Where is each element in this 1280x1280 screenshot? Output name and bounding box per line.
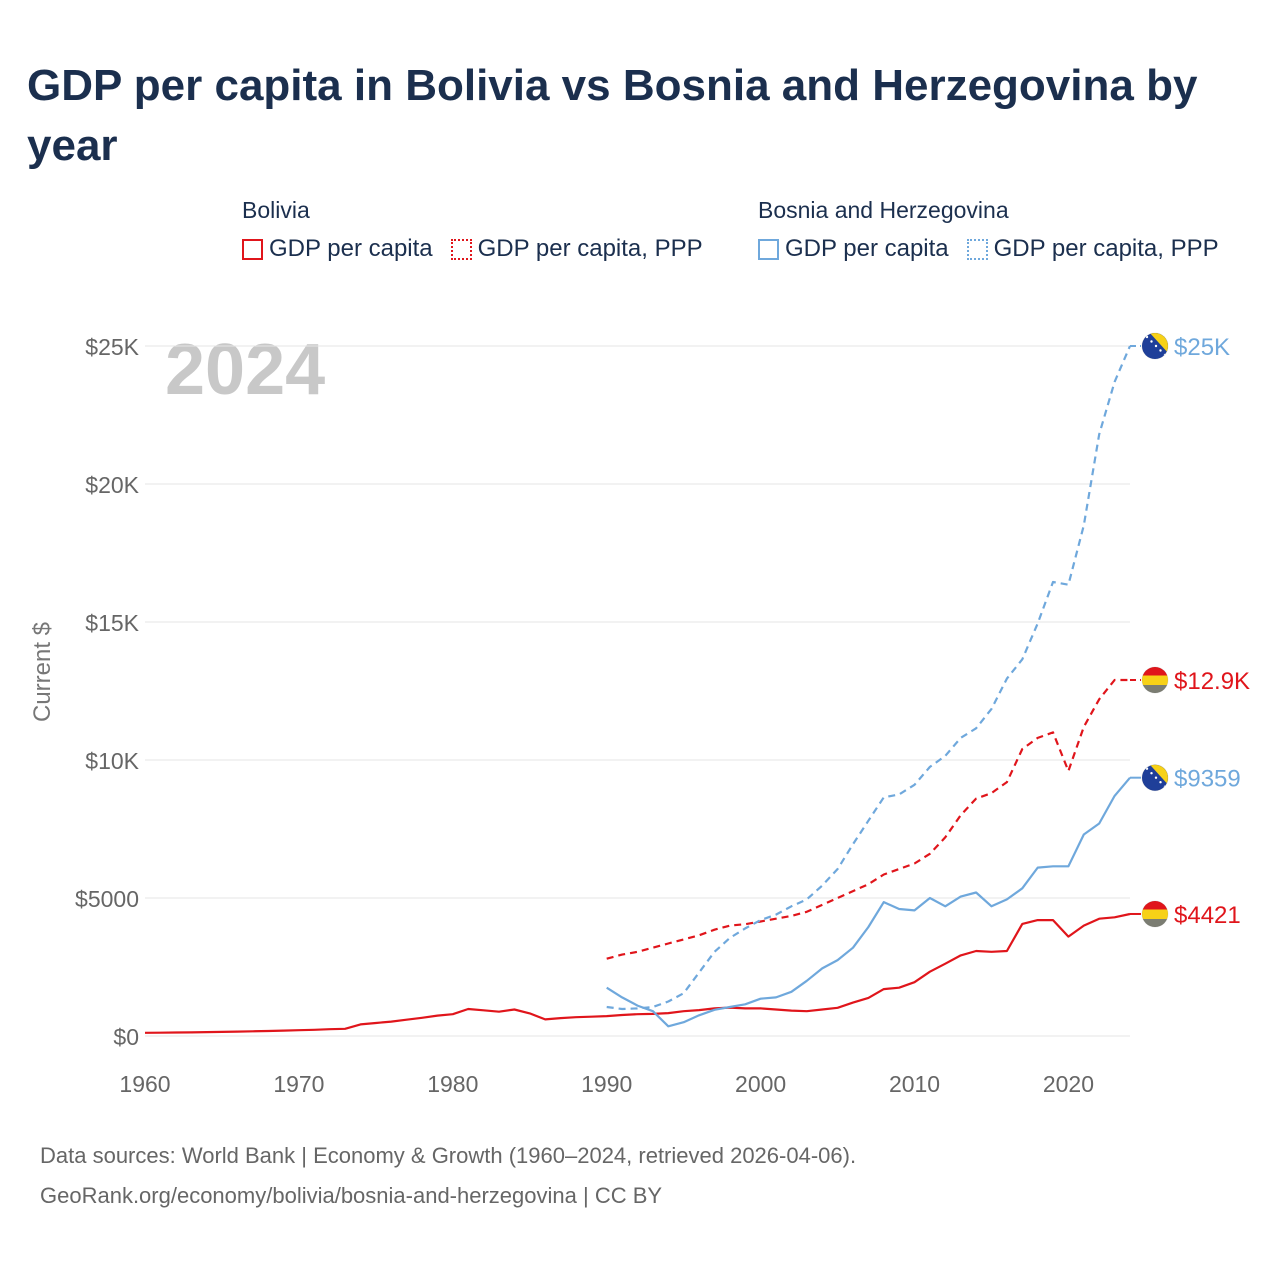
flag-outline [1141,332,1169,360]
legend-group-bolivia: Bolivia GDP per capita GDP per capita, P… [242,195,703,263]
y-axis-label: Current $ [29,622,56,722]
legend-swatch-solid [758,238,779,260]
series-end-label: $12.9K [1174,668,1250,695]
flag-stripe [1142,901,1168,910]
flag-icon [1142,667,1168,693]
flag-stripe [1142,667,1168,676]
legend-swatch-solid [242,238,263,260]
y-tick-label: $5000 [75,886,139,912]
x-tick-label: 1970 [273,1071,324,1097]
x-tick-label: 1980 [427,1071,478,1097]
series-end-label: $4421 [1174,902,1241,929]
sources-footer: Data sources: World Bank | Economy & Gro… [40,1136,856,1216]
flag-triangle [1149,333,1168,354]
legend-label: GDP per capita [269,235,433,262]
legend-group-title: Bosnia and Herzegovina [758,197,1009,223]
flag-stripe [1142,685,1168,693]
flag-star [1159,781,1162,784]
series-end-label: $9359 [1174,766,1241,793]
flag-star [1145,335,1149,339]
legend-group-title: Bolivia [242,197,310,223]
flag-star [1154,344,1158,348]
legend-item-bolivia-gdp[interactable]: GDP per capita [242,235,433,263]
flag-stripe [1142,909,1168,919]
flag-star [1159,349,1162,352]
legend-label: GDP per capita, PPP [477,235,703,262]
legend-swatch-dotted [450,238,472,260]
x-tick-label: 1990 [581,1071,632,1097]
legend-group-bosnia: Bosnia and Herzegovina GDP per capita GD… [758,195,1219,263]
legend-item-bosnia-gdp-ppp[interactable]: GDP per capita, PPP [966,235,1219,263]
flag-outline [1141,764,1169,792]
sources-line: Data sources: World Bank | Economy & Gro… [40,1143,857,1168]
flag-marker [1141,764,1169,792]
flag-outline [1141,666,1169,694]
y-tick-label: $0 [113,1024,139,1050]
flag-marker [1141,666,1169,694]
flag-stripe [1142,919,1168,927]
flag-triangle [1149,764,1168,786]
series-end-label: $25K [1174,334,1230,361]
y-tick-label: $10K [85,748,139,774]
flag-icon [1142,333,1168,359]
flag-icon [1142,901,1168,927]
flag-icon [1142,764,1168,791]
flag-star [1150,340,1153,343]
legend-label: GDP per capita, PPP [993,235,1219,262]
y-tick-label: $20K [85,472,139,498]
series-line[interactable] [606,345,1132,1011]
flag-star [1145,767,1149,770]
flag-stripe [1142,675,1168,685]
x-tick-label: 2020 [1043,1071,1094,1097]
sources-line: GeoRank.org/economy/bolivia/bosnia-and-h… [40,1183,663,1208]
flag-marker [1141,900,1169,928]
chart-title: GDP per capita in Bolivia vs Bosnia and … [27,61,1198,170]
x-tick-label: 2010 [889,1071,940,1097]
legend-swatch-dotted [966,238,988,260]
flag-star [1150,772,1153,775]
legend-item-bosnia-gdp[interactable]: GDP per capita [758,235,949,263]
legend-label: GDP per capita [785,235,949,262]
flag-outline [1141,900,1169,928]
y-tick-label: $15K [85,610,139,636]
series-line[interactable] [144,912,1131,1034]
flag-star [1154,776,1158,779]
legend-item-bolivia-gdp-ppp[interactable]: GDP per capita, PPP [450,235,703,263]
flag-marker [1141,332,1169,360]
series-line[interactable] [606,678,1130,960]
series-line[interactable] [606,776,1131,1028]
x-tick-label: 2000 [735,1071,786,1097]
year-watermark: 2024 [165,330,325,410]
y-tick-label: $25K [85,334,139,360]
x-tick-label: 1960 [119,1071,170,1097]
